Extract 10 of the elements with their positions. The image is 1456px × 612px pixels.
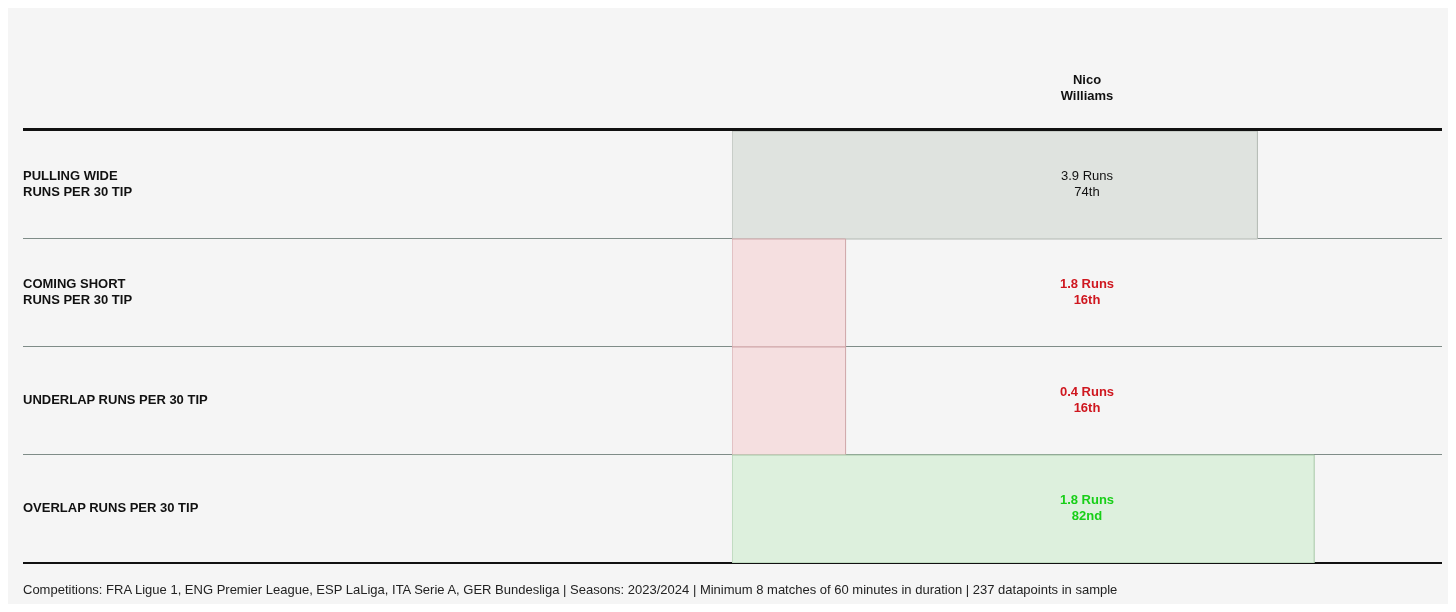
y-tick-label: COMING SHORT RUNS PER 30 TIP bbox=[23, 276, 133, 308]
y-tick-label: OVERLAP RUNS PER 30 TIP bbox=[23, 500, 199, 516]
data-label: 1.8 Runs 16th bbox=[1059, 276, 1115, 308]
y-tick-label: PULLING WIDE RUNS PER 30 TIP bbox=[23, 168, 133, 200]
data-label: 1.8 Runs 82nd bbox=[1059, 492, 1115, 524]
y-tick-label: UNDERLAP RUNS PER 30 TIP bbox=[23, 392, 209, 408]
text: Nico Williams bbox=[1059, 72, 1115, 104]
data-label: 3.9 Runs 74th bbox=[1060, 168, 1114, 200]
data-label: 0.4 Runs 16th bbox=[1059, 384, 1115, 416]
text: Competitions: FRA Ligue 1, ENG Premier League, ESP LaLiga, ITA Serie A, GER Bundesliga | Seasons: 2023/2024 | Minimum 8 matches of 60 minutes in duration | 237 datapoints in sample bbox=[23, 582, 1118, 597]
